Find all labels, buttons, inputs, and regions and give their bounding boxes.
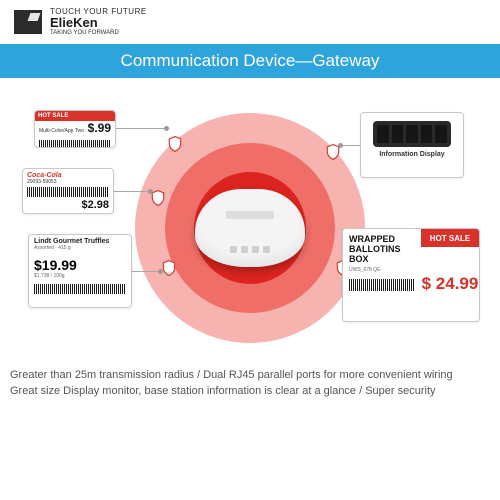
infographic-stage: HOT SALE Multi-Color/App Two $.99 Coca-C… — [0, 78, 500, 378]
lead-line — [114, 191, 150, 192]
barcode-icon — [349, 279, 415, 291]
tag-price: $ 24.99 — [421, 247, 479, 321]
price-tag-cola: Coca-Cola 20093-59053 $2.98 — [22, 168, 114, 214]
tag-title: WRAPPED BALLOTINS BOX — [349, 235, 415, 265]
tag-sub: Assorted · 415 g — [34, 245, 126, 251]
tag-price: $.99 — [88, 121, 111, 135]
lead-line — [116, 128, 166, 129]
section-title-bar: Communication Device—Gateway — [0, 44, 500, 78]
barcode-icon — [34, 284, 126, 294]
section-title: Communication Device—Gateway — [121, 51, 380, 71]
price-tag-small-red: HOT SALE Multi-Color/App Two $.99 — [34, 110, 116, 148]
barcode-icon — [39, 140, 111, 148]
info-display-card: Information Display — [360, 112, 464, 178]
hot-sale-strip: HOT SALE — [35, 111, 115, 121]
lead-line — [342, 145, 362, 146]
tag-desc: Multi-Color/App Two — [39, 129, 84, 134]
price-tag-large: Lindt Gourmet Truffles Assorted · 415 g … — [28, 234, 132, 308]
hot-sale-strip: HOT SALE — [421, 229, 479, 247]
tag-price: $19.99 — [34, 257, 126, 273]
tag-unit-price: $1.738 / 100g — [34, 273, 126, 279]
lead-line — [132, 271, 160, 272]
lead-dot — [164, 126, 169, 131]
barcode-icon — [27, 187, 109, 197]
tag-desc: Lindt Gourmet Truffles — [34, 238, 126, 245]
gateway-device — [195, 189, 305, 267]
price-tag-wrapped-box: WRAPPED BALLOTINS BOX UWS_678 QE HOT SAL… — [342, 228, 480, 322]
shield-icon — [151, 190, 165, 206]
brand-header: TOUCH YOUR FUTURE ElieKen TAKING YOU FOR… — [0, 0, 500, 44]
brand-logo-icon — [14, 10, 42, 34]
shield-icon — [168, 136, 182, 152]
tag-price: $2.98 — [81, 199, 109, 211]
feature-footer: Greater than 25m transmission radius / D… — [0, 368, 500, 400]
info-display-label: Information Display — [361, 151, 463, 158]
brand-logo-text: TOUCH YOUR FUTURE ElieKen TAKING YOU FOR… — [50, 8, 147, 36]
tag-sku: UWS_678 QE — [349, 267, 415, 273]
feature-line: Greater than 25m transmission radius / D… — [10, 368, 490, 384]
led-display — [373, 121, 451, 147]
tag-code: 20093-59053 — [27, 180, 109, 185]
lead-dot — [338, 143, 343, 148]
feature-line: Great size Display monitor, base station… — [10, 384, 490, 400]
shield-icon — [162, 260, 176, 276]
